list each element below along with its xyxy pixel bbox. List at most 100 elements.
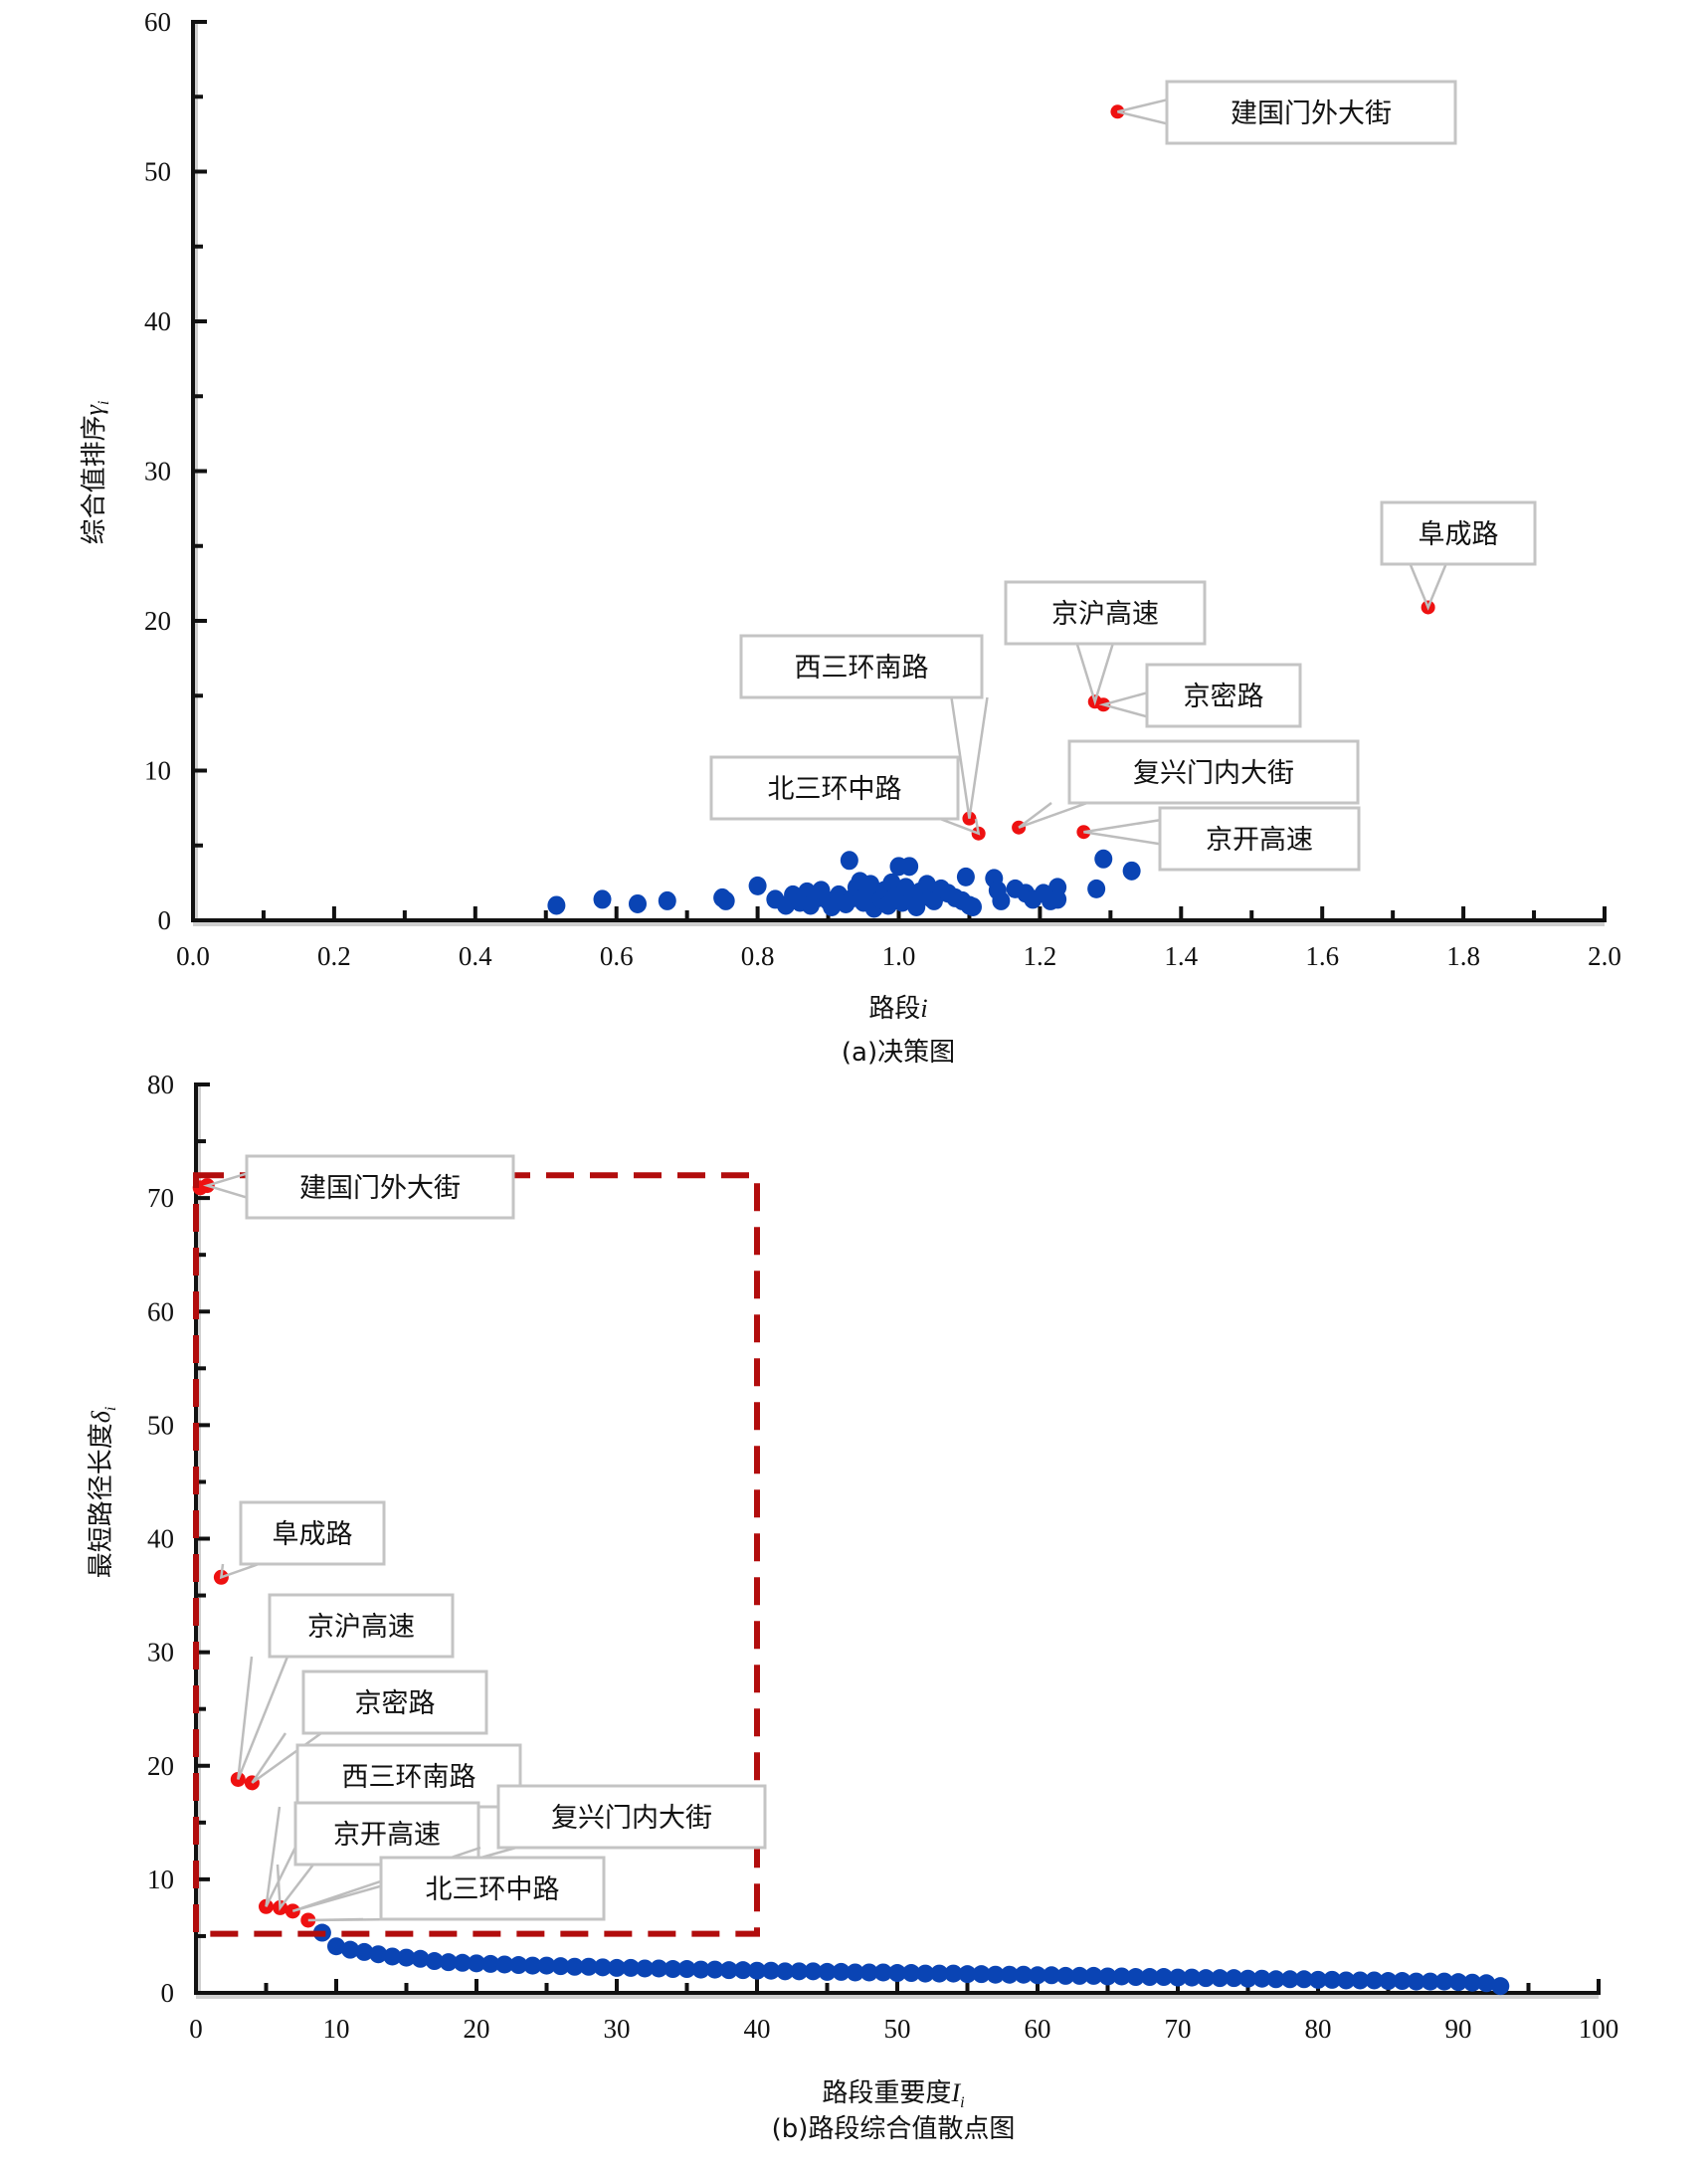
data-point — [762, 1961, 781, 1980]
data-point — [1043, 1966, 1061, 1985]
data-point — [453, 1953, 472, 1972]
data-point — [664, 1960, 682, 1979]
data-point — [537, 1956, 556, 1975]
callout-a: 建国门外大街 — [1117, 80, 1457, 145]
data-point — [608, 1958, 626, 1977]
data-point — [1351, 1971, 1370, 1990]
data-point — [930, 1964, 949, 1983]
data-point — [1000, 1965, 1019, 1984]
callout-label: 京沪高速 — [307, 1612, 415, 1643]
a-x-tick-label: 1.2 — [1024, 941, 1057, 971]
data-point — [383, 1947, 402, 1966]
callout-label: 阜成路 — [273, 1519, 353, 1550]
data-point — [1112, 1967, 1131, 1986]
data-point — [1266, 1970, 1285, 1989]
callout-box — [496, 1784, 767, 1850]
a-x-tick-label: 1.8 — [1446, 941, 1480, 971]
callout-label: 复兴门内大街 — [1133, 758, 1294, 789]
data-point — [355, 1942, 374, 1961]
data-point — [719, 1961, 738, 1980]
b-y-tick-label: 70 — [147, 1183, 174, 1213]
callout-a: 京沪高速 — [1004, 580, 1207, 706]
a-x-tick-label: 0.0 — [176, 941, 210, 971]
b-x-tick-label: 10 — [323, 2014, 350, 2044]
y-axis-title-text: 综合值排序 — [80, 415, 109, 544]
callout-box — [239, 1500, 386, 1566]
data-point — [1323, 1970, 1342, 1989]
callout-box — [379, 1856, 606, 1921]
data-point — [1225, 1969, 1243, 1988]
data-point — [1098, 1967, 1117, 1986]
data-point — [861, 875, 880, 894]
callout-box — [1165, 80, 1457, 145]
data-point — [622, 1958, 641, 1977]
a-x-tick-label: 0.8 — [741, 941, 775, 971]
callout-leader — [939, 817, 981, 836]
data-point — [1491, 1977, 1510, 1996]
callout-leader — [1117, 98, 1168, 125]
data-point — [327, 1937, 345, 1956]
data-point — [593, 889, 612, 909]
callout-a: 复兴门内大街 — [1018, 739, 1360, 829]
callout-a: 北三环中路 — [709, 755, 981, 836]
y-axis-title-variable: γ — [80, 404, 108, 415]
data-point — [1434, 1972, 1453, 1991]
data-point — [411, 1949, 430, 1968]
decision-chart-y-axis-title: 综合值排序γi — [80, 401, 112, 545]
data-point — [900, 857, 919, 877]
data-point — [846, 1963, 864, 1982]
callout-leader — [1083, 818, 1161, 846]
a-y-tick-label: 60 — [144, 7, 171, 37]
b-y-tick-label: 0 — [161, 1978, 175, 2008]
callout-label: 京密路 — [355, 1688, 436, 1719]
y-axis-title-text: 最短路径长度 — [87, 1423, 116, 1578]
data-point — [551, 1957, 570, 1976]
callout-b: 京沪高速 — [237, 1593, 455, 1780]
callout-leader — [1409, 563, 1447, 611]
scatter-chart-x-axis-title: 路段重要度Ii — [822, 2078, 964, 2111]
data-point — [1337, 1971, 1356, 1990]
data-point — [495, 1955, 514, 1974]
callout-label: 西三环南路 — [795, 653, 929, 684]
data-point — [716, 890, 735, 910]
data-point — [1154, 1968, 1173, 1987]
data-point — [509, 1956, 528, 1975]
data-point — [691, 1960, 710, 1979]
callout-leader — [307, 1917, 400, 1922]
y-axis-title-subscript: i — [95, 401, 112, 405]
callout-label: 北三环中路 — [768, 774, 902, 805]
data-point — [840, 851, 858, 871]
data-point — [1252, 1969, 1271, 1988]
data-point — [658, 890, 676, 910]
b-x-tick-label: 60 — [1025, 2014, 1051, 2044]
a-y-tick-label: 10 — [144, 756, 171, 786]
data-point — [902, 1964, 921, 1983]
data-point — [1122, 861, 1141, 881]
data-point — [818, 1962, 837, 1981]
x-axis-title-variable: I — [950, 2078, 961, 2107]
a-y-tick-label: 20 — [144, 606, 171, 636]
data-point — [579, 1957, 598, 1976]
callout-box — [1145, 663, 1302, 728]
callout-a: 阜成路 — [1380, 500, 1537, 611]
decision-chart-caption: (a)决策图 — [842, 1038, 955, 1068]
data-point — [1029, 1966, 1046, 1985]
b-y-tick-label: 30 — [147, 1638, 174, 1668]
callout-leader — [1018, 801, 1088, 829]
y-axis-title-subscript: i — [102, 1407, 119, 1411]
b-y-tick-label: 60 — [147, 1296, 174, 1326]
data-point — [1183, 1968, 1202, 1987]
a-x-tick-label: 1.0 — [882, 941, 916, 971]
scatter-chart-points — [192, 1178, 1510, 1996]
callout-box — [268, 1593, 455, 1659]
data-point — [790, 1962, 809, 1981]
callout-box — [295, 1743, 522, 1809]
b-y-tick-label: 20 — [147, 1751, 174, 1781]
data-point — [1056, 1966, 1075, 1985]
callout-b: 阜成路 — [219, 1500, 386, 1580]
callout-box — [301, 1670, 488, 1735]
callout-label: 北三环中路 — [426, 1874, 560, 1905]
data-point — [1048, 889, 1067, 909]
callout-b: 复兴门内大街 — [291, 1784, 767, 1913]
